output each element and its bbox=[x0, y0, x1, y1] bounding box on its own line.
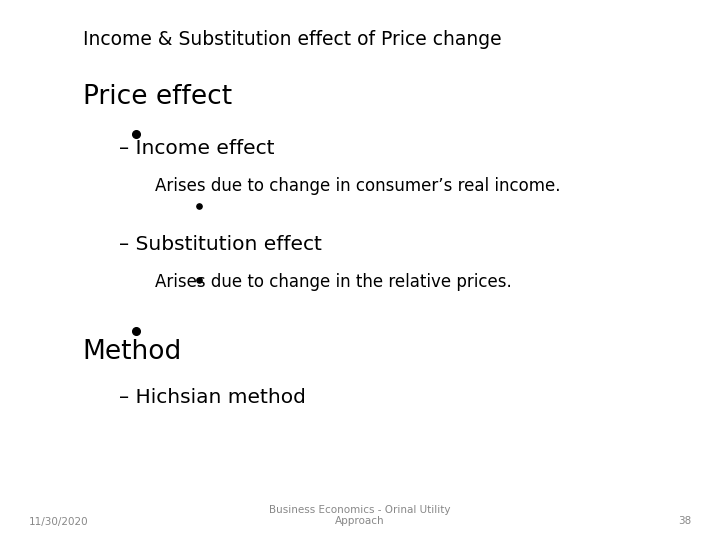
Text: Income & Substitution effect of Price change: Income & Substitution effect of Price ch… bbox=[83, 30, 501, 49]
Text: Arises due to change in consumer’s real income.: Arises due to change in consumer’s real … bbox=[155, 177, 560, 195]
Text: – Income effect: – Income effect bbox=[119, 139, 274, 158]
Text: Price effect: Price effect bbox=[83, 84, 232, 110]
Text: 11/30/2020: 11/30/2020 bbox=[29, 516, 89, 526]
Text: Method: Method bbox=[83, 339, 182, 365]
Text: Arises due to change in the relative prices.: Arises due to change in the relative pri… bbox=[155, 273, 511, 291]
Text: Business Economics - Orinal Utility
Approach: Business Economics - Orinal Utility Appr… bbox=[269, 505, 451, 526]
Text: – Hichsian method: – Hichsian method bbox=[119, 388, 306, 407]
Text: – Substitution effect: – Substitution effect bbox=[119, 235, 322, 254]
Text: 38: 38 bbox=[678, 516, 691, 526]
